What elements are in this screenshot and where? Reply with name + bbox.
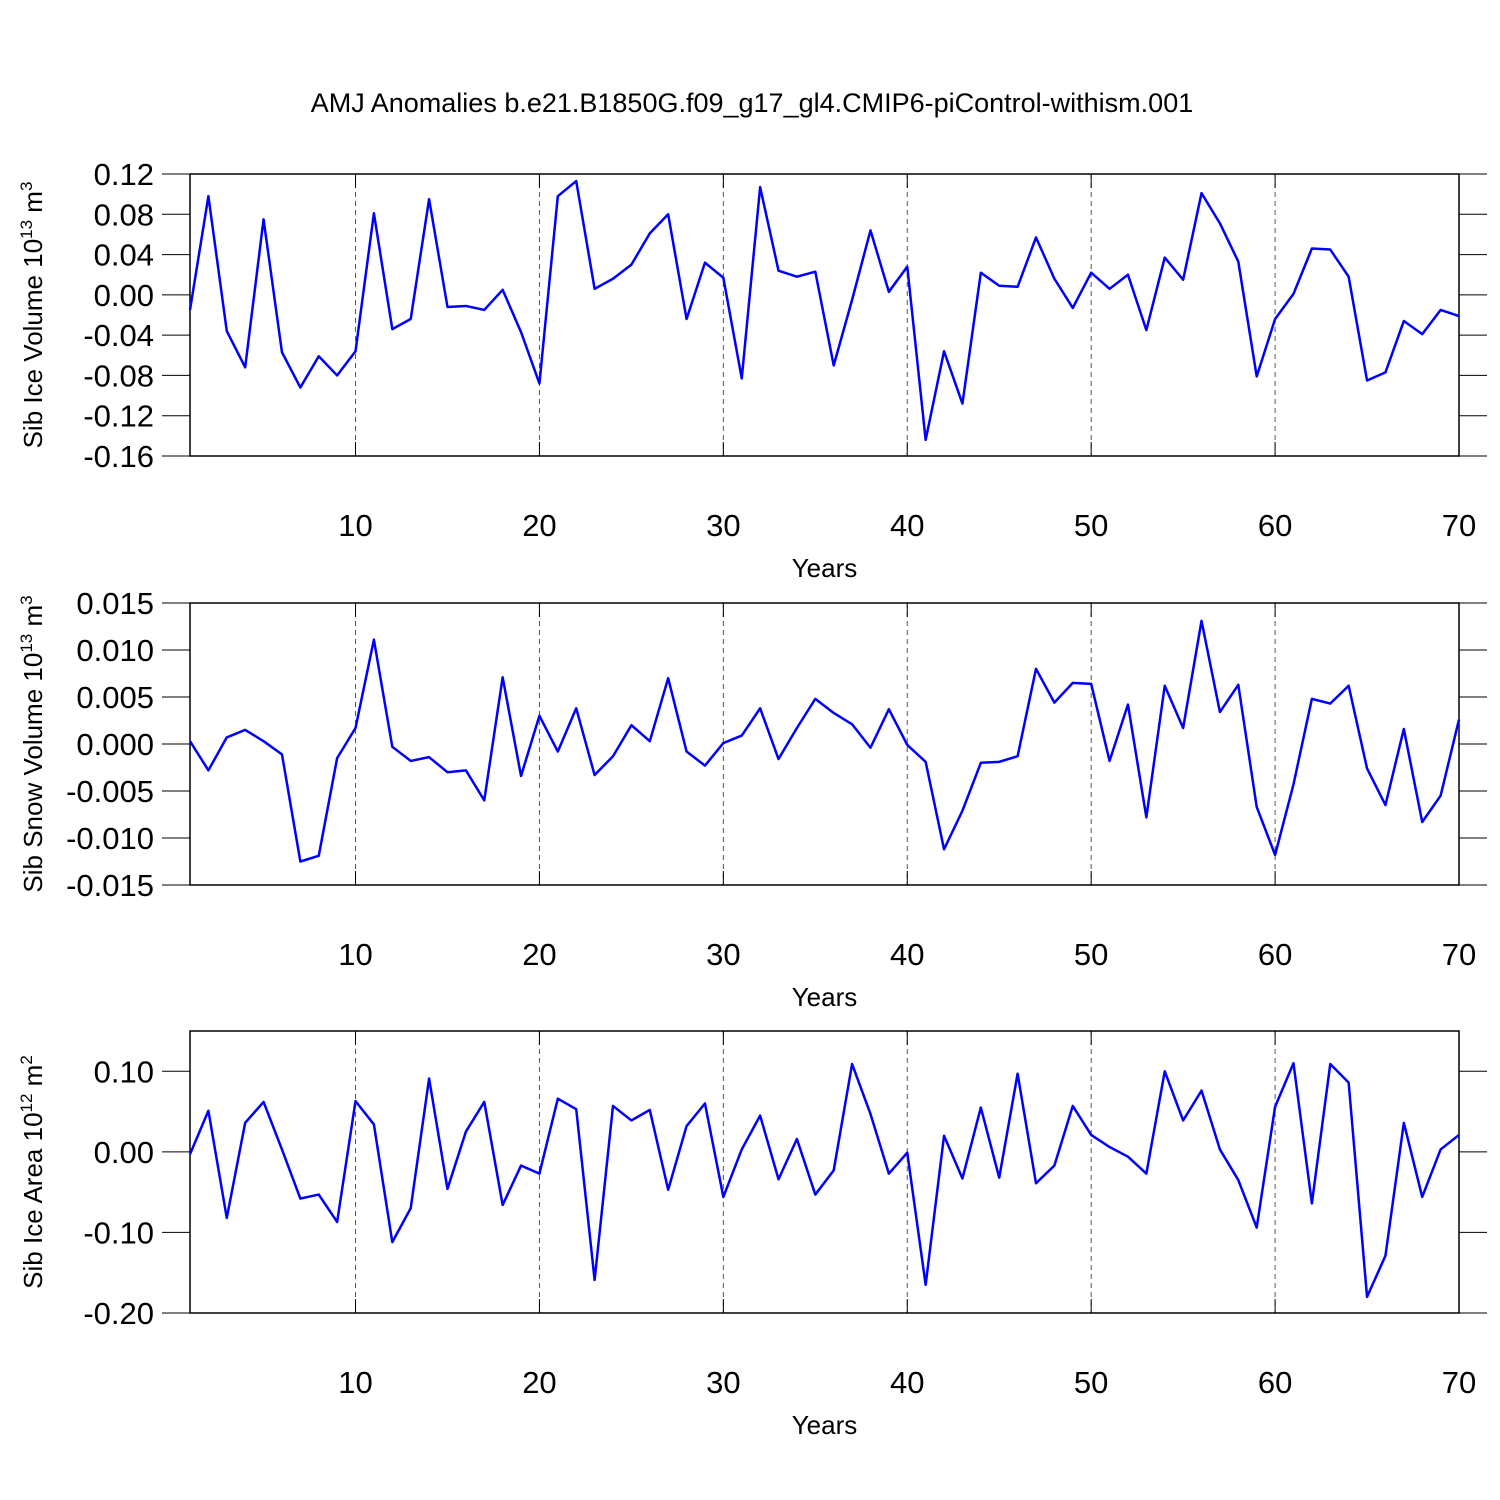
y-axis-label-part: Sib Ice Volume 10: [18, 239, 48, 449]
x-tick-label: 70: [1442, 508, 1476, 543]
y-tick-label: 0.010: [76, 633, 154, 668]
y-axis-label: Sib Snow Volume 1013 m3: [17, 595, 48, 892]
y-axis-label-part: Sib Ice Area 10: [18, 1112, 48, 1288]
y-axis-label-part: m: [18, 191, 48, 220]
y-tick-label: 0.08: [94, 197, 154, 232]
x-axis-label: Years: [792, 1410, 858, 1440]
y-tick-label: 0.00: [94, 278, 154, 313]
y-tick-label: 0.015: [76, 586, 154, 621]
y-tick-label: 0.04: [94, 238, 154, 273]
y-tick-label: 0.12: [94, 157, 154, 192]
x-tick-label: 30: [706, 1365, 740, 1400]
y-axis-label-part: m: [18, 605, 48, 634]
x-tick-label: 10: [338, 508, 372, 543]
y-tick-label: -0.12: [83, 399, 154, 434]
y-axis-label-part: Sib Snow Volume 10: [18, 653, 48, 893]
y-tick-label: -0.20: [83, 1296, 154, 1331]
data-line: [188, 1061, 1460, 1299]
y-tick-label: 0.00: [94, 1135, 154, 1170]
data-line: [188, 179, 1460, 442]
y-axis-label-part: 2: [17, 1055, 36, 1064]
x-tick-label: 10: [338, 937, 372, 972]
y-axis-label: Sib Ice Area 1012 m2: [17, 1055, 48, 1289]
x-tick-label: 50: [1074, 508, 1108, 543]
plot-frame: [189, 1030, 1460, 1314]
figure-title: AMJ Anomalies b.e21.B1850G.f09_g17_gl4.C…: [311, 88, 1193, 118]
x-tick-label: 60: [1258, 508, 1292, 543]
y-axis-label-part: m: [18, 1065, 48, 1094]
x-tick-label: 40: [890, 508, 924, 543]
plot-frame: [189, 602, 1460, 886]
x-tick-label: 50: [1074, 1365, 1108, 1400]
x-tick-label: 30: [706, 937, 740, 972]
y-tick-label: 0.005: [76, 680, 154, 715]
x-axis-label: Years: [792, 553, 858, 583]
y-tick-label: -0.08: [83, 358, 154, 393]
x-tick-label: 20: [522, 1365, 556, 1400]
y-tick-label: 0.10: [94, 1054, 154, 1089]
y-axis-label-part: 13: [17, 220, 36, 239]
x-axis-label: Years: [792, 982, 858, 1012]
y-tick-label: -0.015: [66, 868, 154, 903]
y-axis-label-part: 12: [17, 1094, 36, 1113]
y-axis-label: Sib Ice Volume 1013 m3: [17, 182, 48, 449]
x-tick-label: 30: [706, 508, 740, 543]
x-tick-label: 10: [338, 1365, 372, 1400]
x-tick-label: 40: [890, 937, 924, 972]
y-tick-label: -0.04: [83, 318, 154, 353]
x-tick-label: 20: [522, 508, 556, 543]
x-tick-label: 20: [522, 937, 556, 972]
y-tick-label: -0.010: [66, 821, 154, 856]
y-axis-label-part: 3: [17, 595, 36, 604]
x-tick-label: 70: [1442, 937, 1476, 972]
x-tick-label: 40: [890, 1365, 924, 1400]
y-tick-label: 0.000: [76, 727, 154, 762]
x-tick-label: 60: [1258, 1365, 1292, 1400]
x-tick-label: 50: [1074, 937, 1108, 972]
y-axis-label-part: 3: [17, 182, 36, 191]
x-tick-label: 70: [1442, 1365, 1476, 1400]
y-tick-label: -0.16: [83, 439, 154, 474]
data-line: [188, 619, 1461, 863]
y-tick-label: -0.005: [66, 774, 154, 809]
x-tick-label: 60: [1258, 937, 1292, 972]
y-tick-label: -0.10: [83, 1215, 154, 1250]
y-axis-label-part: 13: [17, 634, 36, 653]
